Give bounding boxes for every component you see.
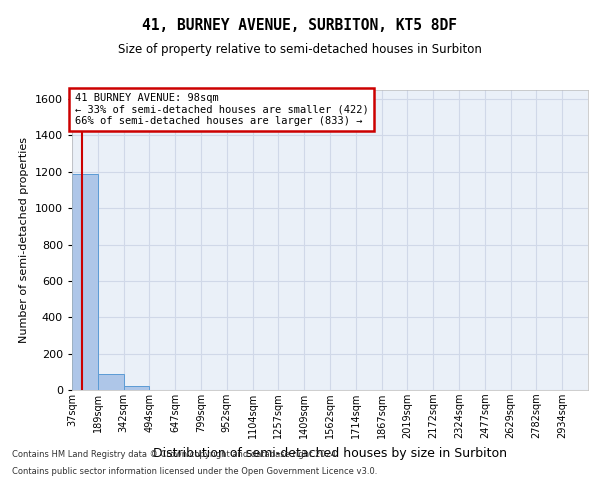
Bar (72, 174, 98, 390)
Text: Contains public sector information licensed under the Open Government Licence v3: Contains public sector information licen… (12, 468, 377, 476)
Text: 41, BURNEY AVENUE, SURBITON, KT5 8DF: 41, BURNEY AVENUE, SURBITON, KT5 8DF (143, 18, 458, 32)
Y-axis label: Number of semi-detached properties: Number of semi-detached properties (19, 137, 29, 343)
Text: Size of property relative to semi-detached houses in Surbiton: Size of property relative to semi-detach… (118, 42, 482, 56)
Text: 41 BURNEY AVENUE: 98sqm
← 33% of semi-detached houses are smaller (422)
66% of s: 41 BURNEY AVENUE: 98sqm ← 33% of semi-de… (74, 93, 368, 126)
Bar (124, 386, 149, 390)
X-axis label: Distribution of semi-detached houses by size in Surbiton: Distribution of semi-detached houses by … (153, 446, 507, 460)
Bar (98, 374, 124, 390)
Text: Contains HM Land Registry data © Crown copyright and database right 2024.: Contains HM Land Registry data © Crown c… (12, 450, 338, 459)
